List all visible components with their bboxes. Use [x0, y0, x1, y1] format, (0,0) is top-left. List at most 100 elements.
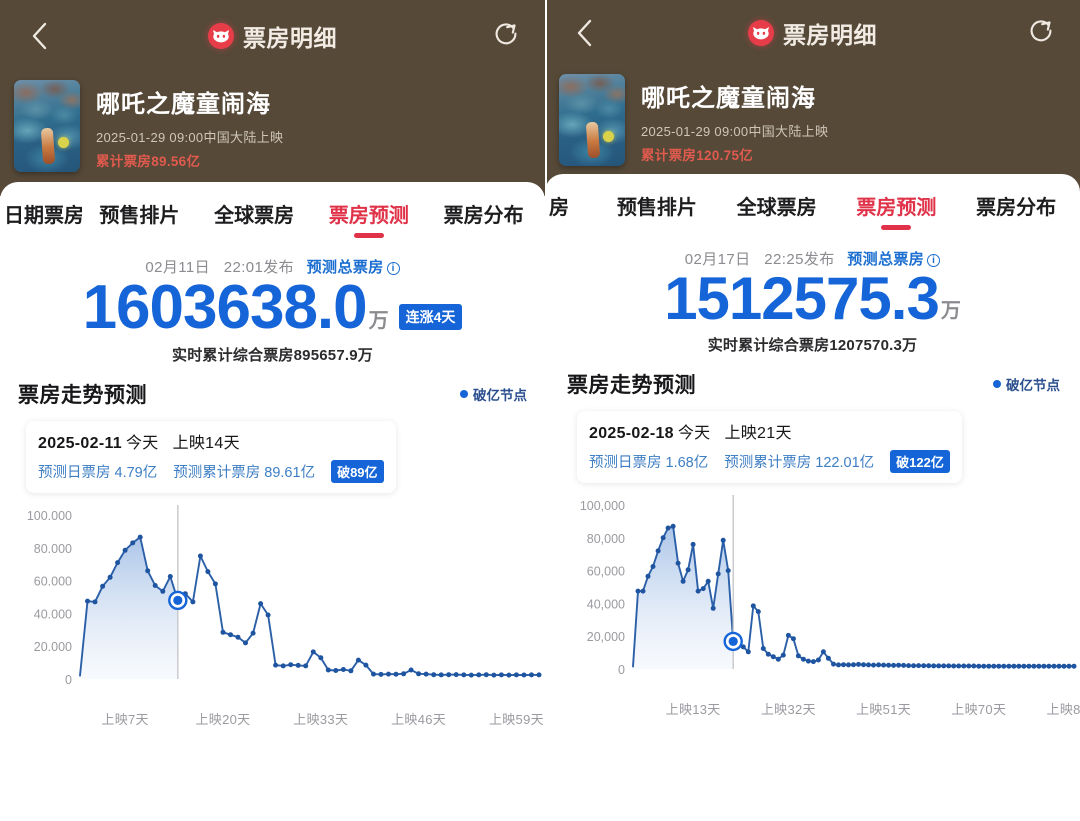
header-background — [545, 0, 1080, 206]
chart-data-point — [273, 662, 279, 668]
boxoffice-forecast-chart-right[interactable]: 0 20,000 40,000 60,000 80,000 100,000 — [545, 493, 1080, 703]
highlight-marker-dot[interactable] — [728, 636, 738, 646]
boxoffice-forecast-chart-left[interactable]: 0 20.000 40.000 60.000 80.000 100.000 — [0, 503, 545, 713]
tooltip-daily: 预测日票房 1.68亿 — [589, 454, 709, 471]
share-button[interactable] — [1024, 16, 1058, 50]
chart-data-point — [431, 672, 437, 678]
tooltip-badge: 破89亿 — [331, 459, 384, 483]
chart-data-point — [453, 672, 459, 678]
chart-data-point — [1051, 663, 1057, 669]
prediction-value: 1603638.0 — [82, 273, 368, 342]
chart-data-point — [378, 671, 384, 677]
chart-data-point — [685, 567, 691, 573]
chart-data-point — [212, 581, 218, 587]
chart-data-point — [190, 599, 196, 605]
info-icon[interactable]: i — [927, 254, 941, 267]
tab-presale-schedule[interactable]: 预售排片 — [616, 197, 697, 219]
x-axis-tick: 上映59天 — [488, 711, 544, 727]
legend-label: 破亿节点 — [1006, 377, 1060, 393]
maoyan-cat-icon — [748, 20, 774, 46]
chart-data-point — [961, 663, 967, 669]
chart-data-point — [468, 672, 474, 678]
chart-plot-right[interactable]: 0 20,000 40,000 60,000 80,000 100,000 — [545, 493, 1080, 703]
chart-data-point — [371, 671, 376, 677]
tab-boxoffice-forecast[interactable]: 票房预测 — [837, 191, 957, 232]
publish-date: 02月17日 — [684, 251, 751, 268]
poster-figure — [585, 121, 600, 159]
y-axis-tick: 40.000 — [34, 607, 72, 621]
y-axis-tick: 40,000 — [587, 597, 625, 611]
movie-poster[interactable] — [559, 74, 625, 166]
chart-data-point — [408, 667, 414, 673]
tab-boxoffice-distribution[interactable]: 票房分布 — [976, 197, 1057, 219]
chart-data-point — [122, 547, 128, 553]
chart-data-point — [476, 672, 482, 678]
chart-data-point — [866, 662, 871, 668]
chart-data-point — [295, 662, 301, 668]
panel-divider — [545, 0, 547, 821]
x-axis-tick: 上映51天 — [856, 701, 912, 717]
chart-data-point — [220, 629, 226, 635]
chart-data-point — [461, 672, 467, 678]
movie-cumulative-boxoffice: 累计票房89.56亿 — [96, 154, 201, 169]
streak-badge: 连涨4天 — [398, 303, 463, 330]
tab-presale-schedule[interactable]: 预售排片 — [99, 205, 180, 227]
poster-figure — [40, 127, 55, 165]
chart-data-point — [325, 667, 331, 673]
chart-data-point — [386, 671, 391, 677]
tab-global-boxoffice[interactable]: 全球票房 — [736, 197, 817, 219]
chart-data-point — [800, 656, 806, 662]
chart-data-point — [506, 672, 512, 678]
chart-data-point — [886, 662, 892, 668]
chart-data-point — [1061, 663, 1067, 669]
legend-dot-icon — [993, 379, 1001, 388]
y-axis-tick: 100.000 — [27, 509, 72, 523]
chart-data-point — [235, 634, 241, 640]
movie-cumulative-boxoffice: 累计票房120.75亿 — [641, 148, 754, 163]
chart-data-point — [1031, 663, 1037, 669]
tab-date-boxoffice[interactable]: 日期票房 — [4, 205, 82, 227]
prediction-meta: 02月11日 22:01发布 预测总票房 i — [0, 256, 545, 277]
panel-right: 票房明细 哪吒之魔童闹海 2025-01-29 09:00中国大陆上映 — [545, 0, 1080, 821]
movie-poster[interactable] — [14, 80, 80, 172]
chart-data-point — [197, 553, 203, 559]
highlight-marker-dot[interactable] — [173, 595, 183, 605]
chart-data-point — [521, 672, 527, 678]
back-button[interactable] — [567, 16, 601, 50]
chart-data-point — [815, 657, 821, 663]
chart-data-point — [258, 601, 264, 607]
chart-header-right: 票房走势预测 破亿节点 — [545, 355, 1080, 399]
chart-data-point — [107, 574, 113, 580]
chart-data-point — [876, 662, 882, 668]
chart-data-point — [318, 655, 324, 661]
chart-plot-left[interactable]: 0 20.000 40.000 60.000 80.000 100.000 — [0, 503, 545, 713]
y-axis-tick: 0 — [618, 663, 625, 677]
prediction-value: 1512575.3 — [664, 265, 940, 332]
prediction-label: 预测总票房 — [847, 251, 925, 268]
tab-global-boxoffice[interactable]: 全球票房 — [214, 205, 295, 227]
chart-data-point — [1006, 663, 1012, 669]
chart-data-point — [976, 663, 982, 669]
tooltip-date: 2025-02-18 — [589, 424, 674, 442]
chart-data-point — [921, 662, 927, 668]
y-axis-tick: 60.000 — [34, 575, 72, 589]
chart-data-point — [871, 662, 876, 668]
chart-data-point — [675, 560, 681, 566]
chart-data-point — [423, 671, 429, 677]
chart-data-point — [228, 632, 233, 638]
tab-boxoffice-distribution[interactable]: 票房分布 — [443, 205, 524, 227]
tab-date-boxoffice[interactable]: 房 — [549, 197, 569, 219]
chart-header-left: 票房走势预测 破亿节点 — [0, 365, 545, 409]
back-button[interactable] — [22, 19, 56, 53]
chart-data-point — [680, 578, 686, 584]
prediction-unit: 万 — [368, 309, 389, 332]
info-icon[interactable]: i — [386, 262, 400, 275]
share-button[interactable] — [489, 19, 523, 53]
tab-boxoffice-forecast[interactable]: 票房预测 — [312, 199, 427, 240]
chart-data-point — [1071, 663, 1077, 669]
poster-accent — [603, 131, 615, 143]
prediction-main: 1512575.3 万 — [545, 265, 1080, 332]
chart-data-point — [1041, 663, 1047, 669]
chart-data-point — [483, 672, 489, 678]
prediction-main: 1603638.0 万 连涨4天 — [0, 273, 545, 342]
